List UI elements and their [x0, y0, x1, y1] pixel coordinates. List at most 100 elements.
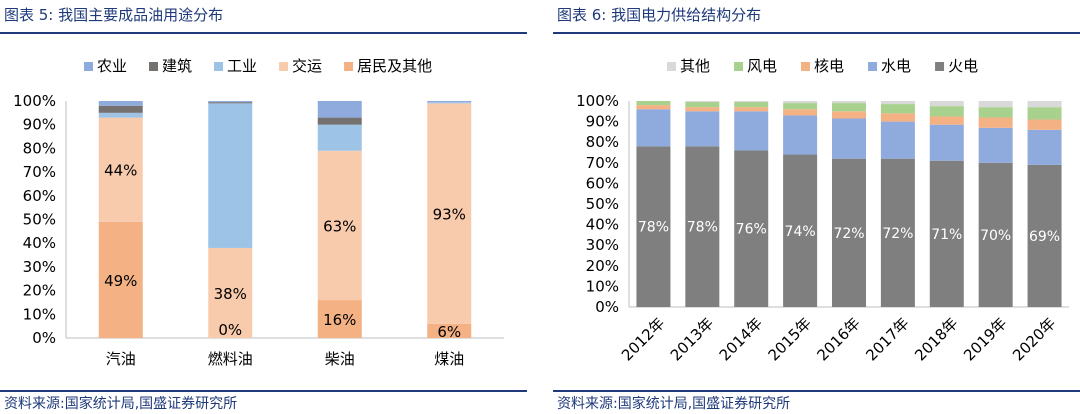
bar-其他-2014年 [734, 101, 769, 103]
legend-swatch [935, 62, 945, 71]
data-label: 0% [218, 321, 242, 339]
bar-火电-2014年 [734, 150, 769, 307]
bar-核电-2019年 [978, 117, 1013, 128]
y-tick-label: 70% [586, 154, 619, 172]
y-tick-label: 80% [586, 133, 619, 151]
bar-风电-2018年 [929, 106, 964, 117]
legend-item-4: 居民及其他 [344, 57, 432, 75]
y-tick-label: 30% [586, 236, 619, 254]
legend-swatch [84, 62, 93, 71]
left-source-rule [0, 390, 527, 392]
bar-交运-汽油 [98, 117, 143, 222]
bar-其他-2019年 [978, 101, 1013, 108]
bar-核电-2017年 [880, 113, 915, 122]
legend-swatch [868, 62, 878, 71]
bar-工业-煤油 [427, 102, 472, 104]
right-title-rule [553, 32, 1080, 34]
bar-水电-2015年 [783, 115, 818, 155]
legend-item-4: 火电 [935, 57, 978, 75]
x-tick-label: 2020年 [1009, 314, 1059, 364]
y-tick-label: 20% [586, 257, 619, 275]
bar-其他-2013年 [685, 101, 720, 103]
x-tick-label: 2015年 [765, 314, 815, 364]
bar-核电-2018年 [929, 116, 964, 125]
left-chart: 农业 建筑 工业 交运 居民及其他 0% 10% 20% 30% 40% 50% 60% 70% 80% 9… [13, 57, 504, 368]
y-tick-label: 60% [586, 174, 619, 192]
right-panel: 图表 6: 我国电力供给结构分布 其他 风电 核电 水电 火电 0% 10% 20% 30% 40… [553, 0, 1080, 414]
legend-item-0: 农业 [84, 57, 127, 75]
bar-核电-2012年 [636, 105, 671, 110]
legend-swatch [344, 62, 354, 71]
data-label: 16% [323, 311, 356, 329]
y-tick-label: 100% [576, 92, 619, 110]
data-label: 71% [931, 227, 962, 243]
bar-建筑-燃料油 [208, 102, 253, 104]
legend-label: 水电 [881, 57, 911, 75]
y-tick-label: 50% [23, 211, 56, 229]
bar-核电-2014年 [734, 107, 769, 112]
y-tick-label: 40% [23, 234, 56, 252]
legend-label: 交运 [292, 57, 322, 75]
data-label: 44% [104, 162, 137, 180]
x-tick-label: 2013年 [667, 314, 717, 364]
x-tick-label: 2019年 [960, 314, 1010, 364]
y-tick-label: 40% [586, 216, 619, 234]
bar-核电-2015年 [783, 109, 818, 116]
left-panel: 图表 5: 我国主要成品油用途分布 农业 建筑 工业 交运 居民及其他 0% 10% 20% 3… [0, 0, 527, 414]
bar-工业-汽油 [98, 112, 143, 118]
bar-水电-2012年 [636, 109, 671, 147]
x-tick-label: 2017年 [862, 314, 912, 364]
bar-火电-2017年 [880, 158, 915, 307]
x-tick-label: 柴油 [325, 350, 355, 368]
bar-风电-2017年 [880, 104, 915, 114]
bar-水电-2018年 [929, 124, 964, 161]
data-label: 69% [1029, 229, 1060, 245]
bar-建筑-汽油 [98, 105, 143, 113]
bar-水电-2014年 [734, 111, 769, 151]
y-tick-label: 0% [595, 298, 619, 316]
y-tick-label: 30% [23, 258, 56, 276]
y-tick-label: 70% [23, 163, 56, 181]
data-label: 6% [437, 323, 461, 341]
bar-工业-燃料油 [208, 103, 253, 248]
bar-核电-2020年 [1027, 119, 1062, 130]
left-chart-source: 资料来源:国家统计局,国盛证券研究所 [4, 396, 238, 412]
legend-swatch [667, 62, 676, 71]
legend-item-2: 核电 [801, 57, 844, 75]
data-label: 93% [433, 206, 466, 224]
legend-item-2: 工业 [214, 57, 257, 75]
bar-其他-2020年 [1027, 101, 1062, 108]
y-tick-label: 100% [13, 92, 56, 110]
bar-工业-柴油 [317, 124, 362, 151]
x-tick-label: 燃料油 [208, 350, 253, 368]
x-tick-label: 煤油 [434, 350, 464, 368]
bar-核电-2016年 [832, 111, 866, 119]
right-chart-source: 资料来源:国家统计局,国盛证券研究所 [557, 396, 791, 412]
bar-风电-2015年 [783, 103, 818, 110]
data-label: 63% [323, 217, 356, 235]
bar-农业-燃料油 [208, 101, 253, 103]
legend-label: 工业 [227, 57, 257, 75]
bar-居民及其他-汽油 [98, 221, 143, 338]
y-tick-label: 10% [586, 277, 619, 295]
bar-水电-2019年 [978, 127, 1013, 163]
bar-火电-2018年 [929, 160, 964, 307]
left-chart-title: 图表 5: 我国主要成品油用途分布 [4, 6, 224, 24]
legend-label: 核电 [814, 57, 844, 75]
legend-item-3: 交运 [279, 57, 322, 75]
bar-火电-2019年 [978, 162, 1013, 307]
bar-其他-2015年 [783, 101, 818, 104]
bar-风电-2014年 [734, 102, 769, 108]
bar-风电-2019年 [978, 107, 1013, 118]
bar-农业-煤油 [427, 101, 472, 103]
legend-swatch [801, 62, 811, 71]
legend-item-1: 风电 [734, 57, 777, 75]
legend-item-1: 建筑 [149, 57, 192, 75]
x-tick-label: 2016年 [813, 314, 863, 364]
bar-水电-2020年 [1027, 129, 1062, 165]
bar-农业-汽油 [98, 101, 143, 106]
y-tick-label: 0% [32, 329, 56, 347]
bar-交运-燃料油 [208, 247, 253, 338]
bar-风电-2012年 [636, 101, 671, 106]
data-label: 78% [638, 220, 669, 236]
